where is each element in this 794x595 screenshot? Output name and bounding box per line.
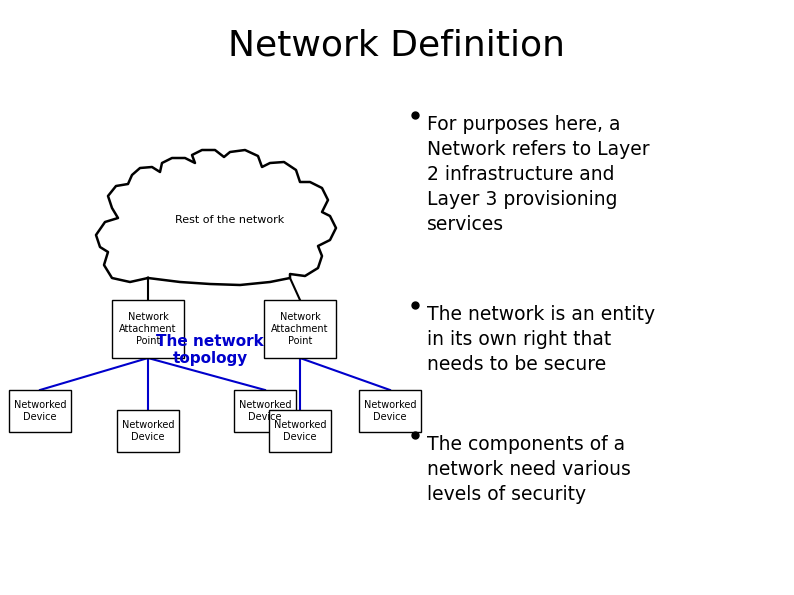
FancyBboxPatch shape bbox=[359, 390, 421, 432]
Text: Networked
Device: Networked Device bbox=[239, 400, 291, 422]
Text: The network is an entity
in its own right that
needs to be secure: The network is an entity in its own righ… bbox=[427, 305, 655, 374]
FancyBboxPatch shape bbox=[269, 410, 331, 452]
Text: Network Definition: Network Definition bbox=[229, 28, 565, 62]
Text: Networked
Device: Networked Device bbox=[121, 420, 174, 442]
FancyBboxPatch shape bbox=[234, 390, 296, 432]
Text: Networked
Device: Networked Device bbox=[274, 420, 326, 442]
Text: The components of a
network need various
levels of security: The components of a network need various… bbox=[427, 435, 631, 504]
FancyBboxPatch shape bbox=[112, 300, 184, 358]
Text: Network
Attachment
Point: Network Attachment Point bbox=[272, 312, 329, 346]
Text: Rest of the network: Rest of the network bbox=[175, 215, 284, 225]
Polygon shape bbox=[96, 150, 336, 285]
Text: For purposes here, a
Network refers to Layer
2 infrastructure and
Layer 3 provis: For purposes here, a Network refers to L… bbox=[427, 115, 649, 234]
FancyBboxPatch shape bbox=[117, 410, 179, 452]
Text: The network
topology: The network topology bbox=[156, 334, 264, 366]
FancyBboxPatch shape bbox=[9, 390, 71, 432]
Text: Networked
Device: Networked Device bbox=[364, 400, 416, 422]
FancyBboxPatch shape bbox=[264, 300, 336, 358]
Text: Networked
Device: Networked Device bbox=[13, 400, 66, 422]
Text: Network
Attachment
Point: Network Attachment Point bbox=[119, 312, 177, 346]
